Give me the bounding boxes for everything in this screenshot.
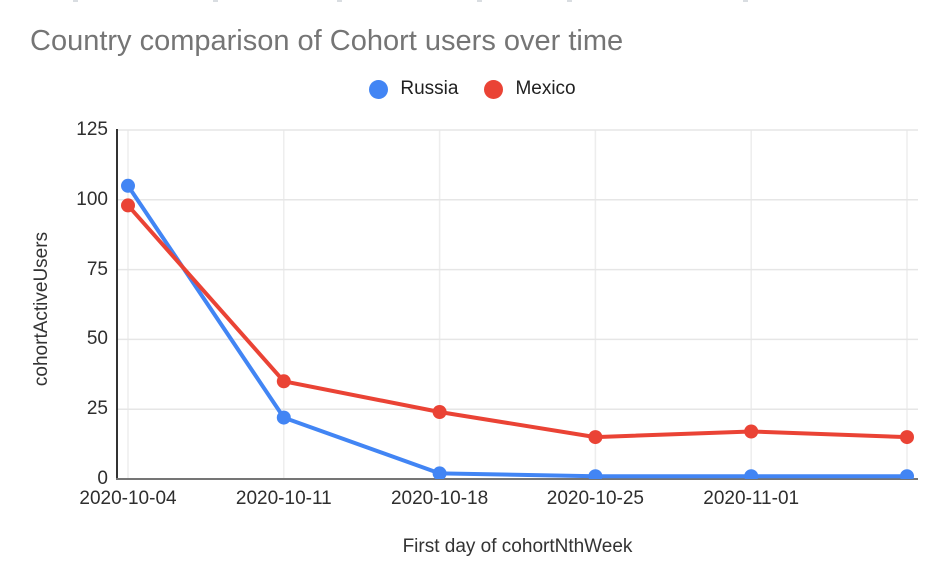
series-color-dot-icon <box>369 79 389 99</box>
data-point <box>744 424 759 439</box>
cropped-content-mark <box>73 0 78 2</box>
series-color-dot-icon <box>484 79 504 99</box>
series-line <box>126 203 909 440</box>
data-point <box>121 178 135 193</box>
data-point <box>432 466 447 479</box>
x-axis-tick-label: 2020-10-18 <box>390 488 489 509</box>
cropped-content-mark <box>213 0 218 2</box>
x-axis-tick-label: 2020-10-11 <box>235 488 332 509</box>
legend-item-russia[interactable]: Russia <box>369 78 458 100</box>
y-axis-tick-label: 75 <box>86 258 108 280</box>
chart-title: Country comparison of Cohort users over … <box>30 25 624 57</box>
x-axis-title: First day of cohortNthWeek <box>402 536 633 557</box>
data-point <box>276 410 291 425</box>
data-point <box>588 469 603 479</box>
cropped-content-mark <box>337 0 342 2</box>
y-axis-tick-label: 100 <box>76 188 108 210</box>
y-axis-title: cohortActiveUsers <box>31 231 52 387</box>
legend-label: Mexico <box>515 78 576 99</box>
data-point <box>588 430 603 445</box>
x-axis-tick-label: 2020-10-25 <box>546 488 644 509</box>
legend-label: Russia <box>400 78 459 99</box>
data-point <box>744 469 759 479</box>
cropped-content-mark <box>477 0 482 2</box>
legend-item-mexico[interactable]: Mexico <box>484 78 576 100</box>
data-point <box>900 430 914 445</box>
y-axis-tick-label: 25 <box>86 398 108 420</box>
data-point <box>432 405 447 419</box>
y-axis-tick-label: 125 <box>76 119 108 140</box>
data-point <box>276 374 291 389</box>
y-axis-tick-label: 0 <box>97 468 108 489</box>
series-mexico <box>121 198 914 445</box>
x-axis-tick-label: 2020-11-01 <box>703 488 800 509</box>
series-russia <box>121 178 914 479</box>
y-axis-tick-label: 50 <box>86 328 108 350</box>
chart-legend: Russia Mexico <box>0 77 945 101</box>
x-axis-tick-label: 2020-10-04 <box>79 488 177 509</box>
data-point <box>121 198 135 213</box>
cropped-content-mark <box>743 0 748 2</box>
cropped-content-mark <box>567 0 572 2</box>
series-line <box>126 183 909 479</box>
data-point <box>900 469 914 479</box>
